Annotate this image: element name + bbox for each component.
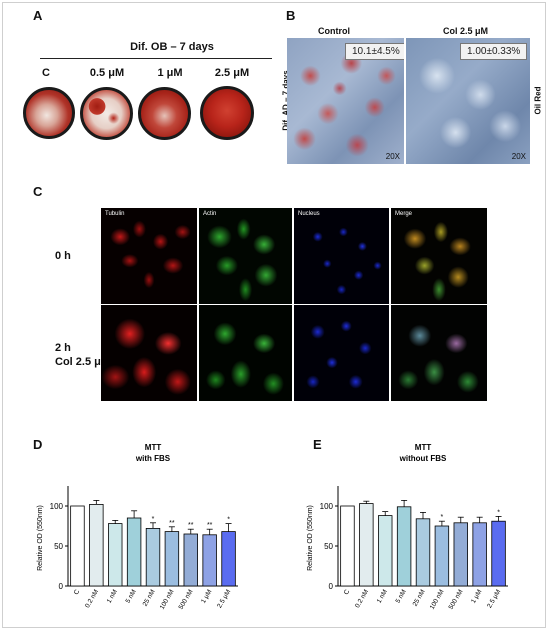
chart-d-bar bbox=[70, 505, 85, 587]
panel-b-right-label: Oil Red bbox=[533, 86, 543, 115]
chart-d-significance: ** bbox=[169, 520, 175, 527]
figure-frame bbox=[2, 2, 546, 628]
chart-e-ytick-label: 50 bbox=[324, 542, 333, 551]
chart-d-ytick-label: 50 bbox=[54, 542, 63, 551]
chart-e-bar bbox=[434, 525, 450, 587]
panel-a-letter: A bbox=[33, 8, 43, 23]
chart-e-bar bbox=[453, 522, 468, 587]
panel-d-letter: D bbox=[33, 437, 43, 452]
chart-d-bar bbox=[89, 504, 104, 587]
chart-e-ytick-label: 0 bbox=[329, 582, 334, 591]
chart-e-category-label: 500 nM bbox=[448, 589, 465, 611]
label-actin: Actin bbox=[203, 211, 217, 217]
panel-b-col-title: Col 2.5 μM bbox=[443, 26, 489, 36]
control-magnification: 20X bbox=[385, 152, 400, 161]
chart-e-significance: * bbox=[497, 509, 500, 516]
chart-e-ytick-label: 100 bbox=[320, 502, 334, 511]
row-label-col: Col 2.5 μM bbox=[55, 356, 111, 368]
chart-d-ytick-label: 100 bbox=[50, 502, 64, 511]
chart-e-category-label: C bbox=[343, 588, 352, 596]
chart-d: MTT with FBS Relative OD (550nm) 0 50 100 C 0.2… bbox=[37, 443, 238, 611]
chart-d-significance: ** bbox=[207, 522, 213, 529]
chart-d-bar bbox=[183, 533, 198, 587]
dish-label-c: C bbox=[42, 67, 50, 79]
chart-e-bar bbox=[340, 505, 355, 587]
chart-e-bar bbox=[491, 520, 506, 587]
micrograph-control: 10.1±4.5% 20X bbox=[287, 38, 404, 164]
nucleus-0h: Nucleus bbox=[294, 208, 389, 304]
label-merge: Merge bbox=[395, 211, 413, 217]
panel-a-title: Dif. OB – 7 days bbox=[130, 41, 214, 53]
chart-e: MTT without FBS Relative OD (550nm) 0 50 100 C… bbox=[307, 443, 508, 611]
dish-control bbox=[23, 87, 75, 139]
chart-d-category-label: C bbox=[73, 588, 82, 596]
chart-d-bar bbox=[126, 517, 142, 587]
nucleus-2h bbox=[294, 305, 389, 401]
chart-e-category-label: 100 nM bbox=[429, 589, 446, 611]
chart-e-bar bbox=[359, 503, 374, 587]
chart-d-ylabel: Relative OD (550nm) bbox=[37, 505, 44, 571]
chart-d-significance: ** bbox=[188, 522, 194, 529]
chart-e-bar bbox=[378, 515, 393, 587]
tubulin-2h bbox=[101, 305, 197, 401]
chart-d-category-label: 2.5 μM bbox=[216, 589, 232, 610]
chart-d-bar bbox=[164, 531, 180, 587]
chart-d-bar bbox=[145, 528, 161, 587]
panel-b-letter: B bbox=[286, 8, 296, 23]
dish-0-5 bbox=[80, 87, 133, 140]
chart-e-bar bbox=[472, 522, 487, 587]
col-value-box: 1.00±0.33% bbox=[460, 43, 528, 60]
chart-d-bar bbox=[221, 531, 236, 587]
chart-d-category-label: 5 nM bbox=[125, 589, 138, 605]
chart-e-category-label: 5 nM bbox=[395, 589, 408, 605]
dish-label-1: 1 μM bbox=[157, 67, 183, 79]
chart-e-category-label: 1 nM bbox=[376, 589, 389, 605]
label-nucleus: Nucleus bbox=[298, 211, 320, 217]
chart-d-category-label: 1 μM bbox=[200, 589, 213, 605]
panel-b-control-title: Control bbox=[318, 26, 350, 36]
chart-e-category-label: 2.5 μM bbox=[486, 589, 502, 610]
chart-d-ytick-label: 0 bbox=[59, 582, 64, 591]
chart-d-category-label: 100 nM bbox=[159, 589, 176, 611]
panel-c-letter: C bbox=[33, 184, 43, 199]
actin-2h bbox=[199, 305, 292, 401]
micrograph-col: 1.00±0.33% 20X bbox=[406, 38, 530, 164]
panel-e-letter: E bbox=[313, 437, 322, 452]
dish-1 bbox=[138, 87, 191, 140]
label-tubulin: Tubulin bbox=[105, 211, 125, 217]
chart-d-category-label: 1 nM bbox=[106, 589, 119, 605]
chart-d-category-label: 0.2 nM bbox=[84, 589, 100, 610]
chart-e-category-label: 1 μM bbox=[470, 589, 483, 605]
chart-d-significance: * bbox=[227, 517, 230, 524]
row-label-0h: 0 h bbox=[55, 250, 71, 262]
panel-a-divider bbox=[40, 58, 272, 59]
control-value-box: 10.1±4.5% bbox=[345, 43, 404, 60]
chart-e-bar bbox=[396, 506, 412, 587]
tubulin-0h: Tubulin bbox=[101, 208, 197, 304]
merge-0h: Merge bbox=[391, 208, 487, 304]
chart-e-subtitle: without FBS bbox=[399, 454, 447, 463]
chart-e-significance: * bbox=[441, 514, 444, 521]
chart-e-title: MTT bbox=[415, 443, 432, 452]
chart-d-title: MTT bbox=[145, 443, 162, 452]
row-label-2h: 2 h bbox=[55, 342, 71, 354]
chart-e-category-label: 0.2 nM bbox=[354, 589, 370, 610]
chart-d-category-label: 500 nM bbox=[178, 589, 195, 611]
col-magnification: 20X bbox=[511, 152, 526, 161]
chart-d-subtitle: with FBS bbox=[135, 454, 171, 463]
chart-d-category-label: 25 nM bbox=[142, 589, 157, 608]
chart-d-significance: * bbox=[152, 516, 155, 523]
chart-e-ylabel: Relative OD (550nm) bbox=[307, 505, 314, 571]
merge-2h bbox=[391, 305, 487, 401]
chart-e-category-label: 25 nM bbox=[412, 589, 427, 608]
chart-d-bar bbox=[202, 534, 217, 587]
chart-e-bar bbox=[415, 518, 431, 587]
dish-label-0-5: 0.5 μM bbox=[89, 67, 125, 79]
chart-d-bar bbox=[108, 523, 123, 587]
actin-0h: Actin bbox=[199, 208, 292, 304]
dish-label-2-5: 2.5 μM bbox=[214, 67, 250, 79]
dish-2-5 bbox=[200, 86, 254, 140]
